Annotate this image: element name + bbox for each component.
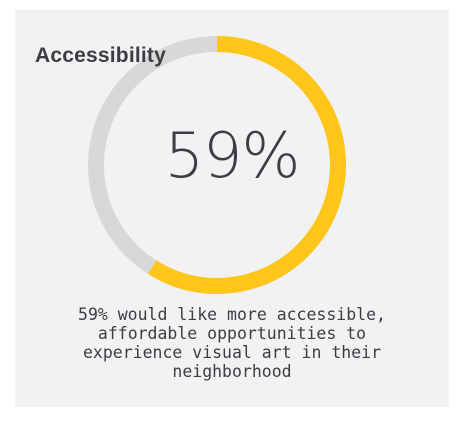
- donut-value-arc: [147, 36, 346, 294]
- center-percentage: 59%: [164, 118, 301, 192]
- donut-svg: [88, 36, 346, 294]
- donut-chart: 59%: [15, 10, 449, 310]
- chart-caption: 59% would like more accessible, affordab…: [78, 305, 386, 381]
- chart-title: Accessibility: [35, 44, 166, 67]
- stat-card: 59% Accessibility 59% would like more ac…: [15, 10, 449, 407]
